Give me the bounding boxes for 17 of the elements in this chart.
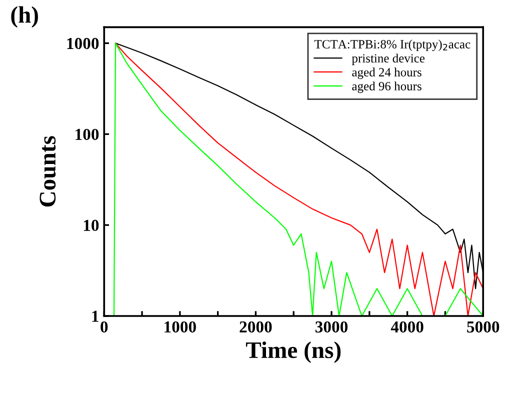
y-tick-label: 10 <box>84 220 99 232</box>
x-tick-label: 2000 <box>240 321 272 333</box>
legend-title: TCTA:TPBi:8% Ir(tptpy)$_{2}$acac <box>314 40 470 52</box>
legend-label: pristine device <box>352 54 425 66</box>
chart-title: (h) <box>11 6 38 28</box>
legend-label: aged 96 hours <box>352 82 422 93</box>
x-tick-label: 0 <box>100 321 108 333</box>
x-tick-label: 4000 <box>390 321 424 333</box>
y-tick-label: 1000 <box>67 38 99 50</box>
x-tick-label: 3000 <box>315 321 348 333</box>
legend-label: aged 24 hours <box>352 68 422 80</box>
y-tick-label: 1 <box>92 310 98 322</box>
x-tick-label: 5000 <box>467 321 500 333</box>
y-tick-label: 100 <box>76 128 99 140</box>
x-tick-label: 1000 <box>164 321 196 333</box>
y-axis-title: Counts <box>40 136 56 207</box>
x-axis-title: Time (ns) <box>246 342 341 363</box>
